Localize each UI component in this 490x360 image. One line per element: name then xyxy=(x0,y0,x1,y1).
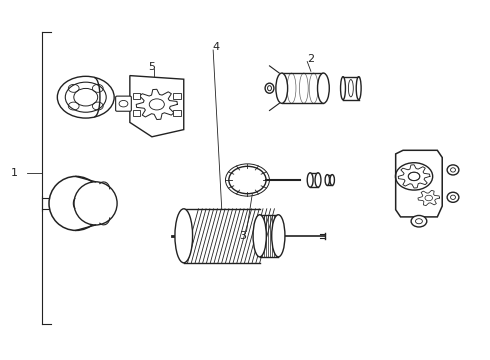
Circle shape xyxy=(149,99,164,110)
Circle shape xyxy=(57,76,114,118)
Ellipse shape xyxy=(325,175,329,185)
Ellipse shape xyxy=(49,176,103,230)
Ellipse shape xyxy=(341,77,345,100)
Ellipse shape xyxy=(447,192,459,202)
Ellipse shape xyxy=(229,166,266,194)
Ellipse shape xyxy=(315,173,321,187)
Ellipse shape xyxy=(271,215,285,257)
Circle shape xyxy=(425,195,433,201)
Ellipse shape xyxy=(330,175,335,185)
Ellipse shape xyxy=(447,165,459,175)
Bar xyxy=(173,93,181,99)
Polygon shape xyxy=(130,76,184,137)
Text: 4: 4 xyxy=(212,42,219,52)
Bar xyxy=(132,93,140,99)
Bar xyxy=(132,110,140,116)
Circle shape xyxy=(408,172,420,181)
Ellipse shape xyxy=(253,215,267,257)
Polygon shape xyxy=(396,150,442,217)
Ellipse shape xyxy=(74,182,117,225)
Ellipse shape xyxy=(175,209,193,263)
Ellipse shape xyxy=(307,173,313,187)
Bar xyxy=(173,110,181,116)
FancyBboxPatch shape xyxy=(116,96,131,111)
Circle shape xyxy=(411,215,427,227)
Text: 2: 2 xyxy=(308,54,315,64)
Text: 3: 3 xyxy=(239,231,246,241)
Text: 1: 1 xyxy=(11,168,18,178)
Ellipse shape xyxy=(276,73,288,103)
Text: 5: 5 xyxy=(148,62,155,72)
Ellipse shape xyxy=(356,77,361,100)
Ellipse shape xyxy=(265,83,274,93)
Ellipse shape xyxy=(318,73,329,103)
